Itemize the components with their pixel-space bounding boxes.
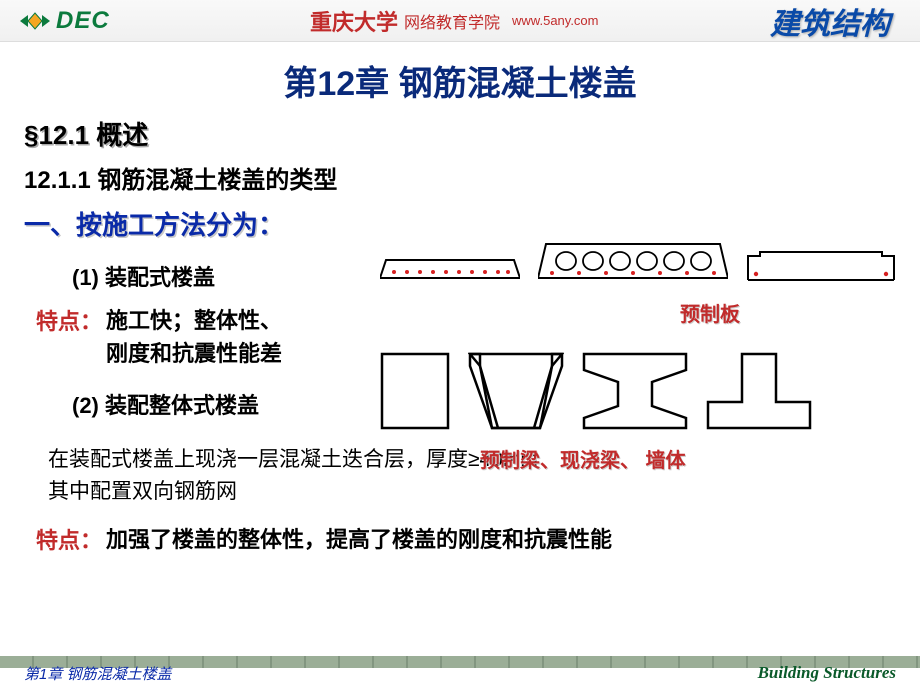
feature1-line2: 刚度和抗震性能差 bbox=[106, 337, 282, 370]
slab-caption: 预制板 bbox=[520, 298, 900, 327]
beam-caption: 预制梁、现浇梁、 墙体 bbox=[480, 444, 900, 473]
solid-slab-icon bbox=[380, 252, 520, 282]
features-2: 特点： 加强了楼盖的整体性，提高了楼盖的刚度和抗震性能 bbox=[36, 523, 896, 556]
subsection-heading: 12.1.1 钢筋混凝土楼盖的类型 bbox=[24, 160, 896, 195]
inverted-t-beam-icon bbox=[706, 352, 812, 430]
desc-line2: 其中配置双向钢筋网 bbox=[48, 476, 896, 508]
channel-slab-icon bbox=[746, 250, 896, 282]
rect-beam-icon bbox=[380, 352, 450, 430]
footer-left: 第1章 钢筋混凝土楼盖 bbox=[24, 663, 172, 684]
logo-block: DEC bbox=[20, 7, 110, 35]
page-footer: 第1章 钢筋混凝土楼盖 Building Structures bbox=[0, 656, 920, 690]
header-url: www.5any.com bbox=[512, 13, 598, 28]
section-heading: §12.1 概述 bbox=[24, 115, 896, 152]
slabs-row bbox=[380, 228, 900, 282]
hollow-slab-icon bbox=[538, 242, 728, 282]
diagrams-area: 预制板 预制梁、现浇梁、 墙体 bbox=[380, 228, 900, 473]
chapter-title: 第12章 钢筋混凝土楼盖 bbox=[24, 56, 896, 105]
university-name: 重庆大学 bbox=[310, 5, 398, 37]
feature-label: 特点： bbox=[36, 304, 102, 336]
subject-title: 建筑结构 bbox=[770, 0, 890, 43]
feature1-line1: 施工快；整体性、 bbox=[106, 304, 282, 337]
logo-text: DEC bbox=[56, 7, 110, 35]
header-center: 重庆大学 网络教育学院 www.5any.com bbox=[310, 5, 599, 37]
footer-right: Building Structures bbox=[758, 663, 896, 683]
page-header: DEC 重庆大学 网络教育学院 www.5any.com 建筑结构 bbox=[0, 0, 920, 42]
i-beam-icon bbox=[582, 352, 688, 430]
beams-row bbox=[380, 352, 900, 430]
trapezoid-beam-icon bbox=[468, 352, 564, 430]
edu-label: 网络教育学院 bbox=[404, 9, 500, 33]
feature2-text: 加强了楼盖的整体性，提高了楼盖的刚度和抗震性能 bbox=[106, 523, 612, 556]
logo-diamond-icon bbox=[20, 10, 50, 32]
feature-label-2: 特点： bbox=[36, 523, 102, 556]
